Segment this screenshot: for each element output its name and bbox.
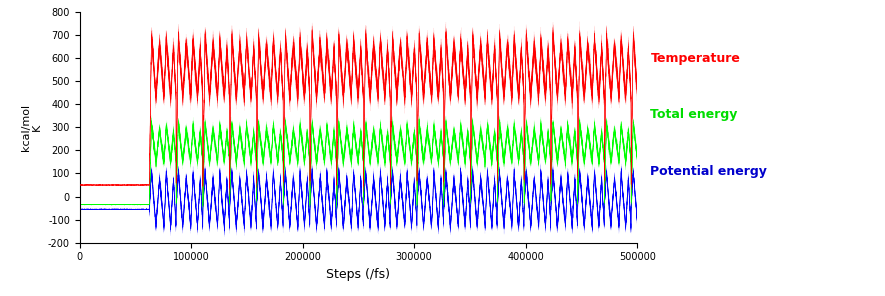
Text: Temperature: Temperature xyxy=(650,52,741,65)
Text: Total energy: Total energy xyxy=(650,108,738,121)
X-axis label: Steps (/fs): Steps (/fs) xyxy=(327,268,390,281)
Y-axis label: kcal/mol
K: kcal/mol K xyxy=(20,104,42,151)
Text: Potential energy: Potential energy xyxy=(650,165,767,178)
